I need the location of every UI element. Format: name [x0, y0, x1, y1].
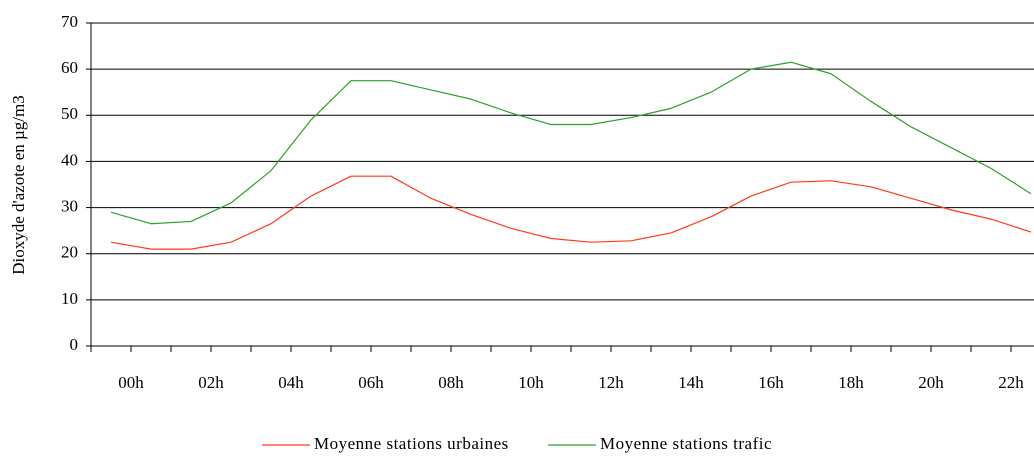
- x-tick-label: 08h: [438, 373, 464, 392]
- line-series: [110, 175, 1032, 250]
- y-tick-label: 60: [61, 58, 78, 77]
- x-tick-label: 16h: [758, 373, 784, 392]
- y-tick-label: 0: [70, 335, 79, 354]
- y-tick-label: 20: [61, 243, 78, 262]
- x-tick-label: 20h: [918, 373, 944, 392]
- x-tick-label: 22h: [998, 373, 1024, 392]
- y-tick-label: 50: [61, 104, 78, 123]
- x-tick-label: 14h: [678, 373, 704, 392]
- x-tick-label: 00h: [118, 373, 144, 392]
- y-axis-label: Dioxyde d'azote en µg/m3: [9, 95, 28, 275]
- y-tick-label: 10: [61, 289, 78, 308]
- x-tick-label: 10h: [518, 373, 544, 392]
- x-tick-label: 18h: [838, 373, 864, 392]
- legend-label: Moyenne stations trafic: [600, 434, 772, 453]
- x-tick-label: 12h: [598, 373, 624, 392]
- legend-label: Moyenne stations urbaines: [314, 434, 509, 453]
- x-tick-label: 06h: [358, 373, 384, 392]
- x-tick-label: 04h: [278, 373, 304, 392]
- line-series: [110, 61, 1032, 225]
- y-tick-label: 40: [61, 150, 78, 169]
- x-tick-label: 02h: [198, 373, 224, 392]
- y-tick-label: 30: [61, 196, 78, 215]
- y-tick-label: 70: [61, 12, 78, 31]
